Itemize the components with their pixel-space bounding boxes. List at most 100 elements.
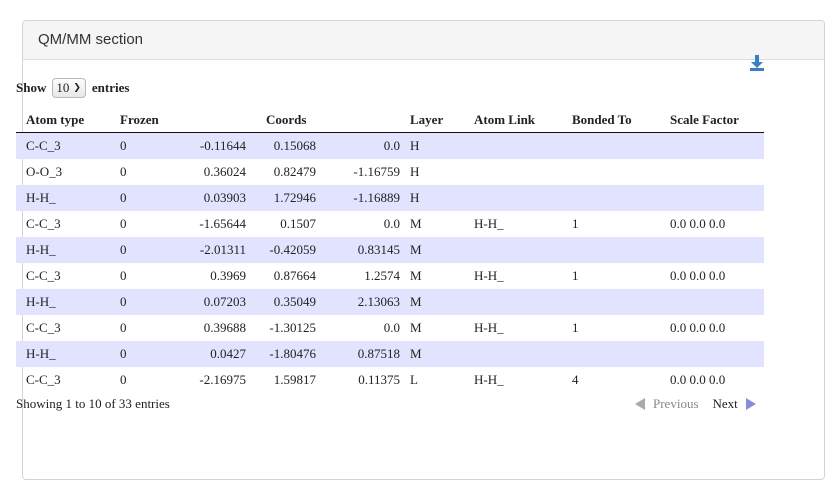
- cell-coord-x: -1.65644: [199, 216, 246, 231]
- cell-coord-y: 0.15068: [246, 132, 316, 159]
- cell-layer: H: [400, 132, 464, 159]
- cell-frozen: 0: [120, 320, 127, 335]
- cell-coord-y: 0.82479: [273, 164, 316, 179]
- cell-atom-link: H-H_: [474, 216, 504, 231]
- column-header-layer[interactable]: Layer: [400, 107, 464, 133]
- cell-frozen: 0: [110, 341, 170, 367]
- cell-bonded-to: [562, 185, 660, 211]
- cell-bonded-to: 1: [572, 320, 579, 335]
- cell-coord-y: 0.35049: [246, 289, 316, 315]
- table-row: C-C_3 0 -1.65644 0.1507 0.0 M H-H_ 1 0.0 0.0 0.0: [16, 211, 764, 237]
- cell-layer: M: [410, 216, 422, 231]
- cell-coord-z: 0.0: [383, 320, 400, 335]
- cell-coord-x: 0.07203: [170, 289, 246, 315]
- cell-coord-x: -0.11644: [170, 132, 246, 159]
- cell-layer: H: [410, 164, 420, 179]
- cell-coord-y: 1.72946: [246, 185, 316, 211]
- cell-atom-type: H-H_: [16, 185, 110, 211]
- column-header-bonded-to[interactable]: Bonded To: [562, 107, 660, 133]
- previous-button[interactable]: Previous: [635, 396, 699, 412]
- cell-coord-z: 0.0: [316, 132, 400, 159]
- column-header-atom-link[interactable]: Atom Link: [464, 107, 562, 133]
- entries-per-page-select[interactable]: 10 ❯: [52, 78, 86, 98]
- cell-coord-z: -1.16759: [353, 164, 400, 179]
- chevron-down-icon: ❯: [73, 83, 81, 93]
- cell-atom-type: C-C_3: [26, 372, 61, 387]
- cell-layer: L: [410, 372, 418, 387]
- table-row: H-H_ 0 0.0427 -1.80476 0.87518 M: [16, 341, 764, 367]
- column-header-coords[interactable]: Coords: [246, 107, 400, 133]
- cell-layer: M: [410, 320, 422, 335]
- panel-title: QM/MM section: [23, 21, 824, 60]
- table-row: H-H_ 0 -2.01311 -0.42059 0.83145 M: [16, 237, 764, 263]
- cell-atom-type: O-O_3: [26, 164, 63, 179]
- cell-atom-link: [464, 237, 562, 263]
- next-label: Next: [712, 396, 738, 411]
- cell-coord-x: 0.03903: [170, 185, 246, 211]
- cell-atom-link: H-H_: [474, 268, 504, 283]
- cell-layer: M: [410, 268, 422, 283]
- cell-scale-factor: 0.0 0.0 0.0: [670, 216, 726, 231]
- cell-coord-y: -0.42059: [246, 237, 316, 263]
- cell-atom-link: H-H_: [474, 372, 504, 387]
- cell-frozen: 0: [120, 372, 127, 387]
- cell-coord-y: -1.30125: [269, 320, 316, 335]
- cell-frozen: 0: [110, 289, 170, 315]
- column-header-scale-factor[interactable]: Scale Factor: [660, 107, 764, 133]
- cell-frozen: 0: [120, 268, 127, 283]
- column-header-frozen[interactable]: Frozen: [110, 107, 170, 133]
- download-icon[interactable]: [750, 55, 764, 71]
- table-row: H-H_ 0 0.07203 0.35049 2.13063 M: [16, 289, 764, 315]
- cell-atom-type: H-H_: [16, 341, 110, 367]
- cell-bonded-to: 4: [572, 372, 579, 387]
- table-row: C-C_3 0 -2.16975 1.59817 0.11375 L H-H_ 4 0.0 0.…: [16, 367, 764, 393]
- cell-coord-x: -2.01311: [170, 237, 246, 263]
- cell-layer: H: [400, 185, 464, 211]
- entries-per-page-value: 10: [56, 80, 70, 95]
- cell-atom-type: C-C_3: [26, 268, 61, 283]
- cell-coord-z: 1.2574: [364, 268, 400, 283]
- cell-frozen: 0: [110, 237, 170, 263]
- cell-coord-x: 0.3969: [210, 268, 246, 283]
- table-row: C-C_3 0 0.3969 0.87664 1.2574 M H-H_ 1 0.0 0.0 0…: [16, 263, 764, 289]
- cell-scale-factor: 0.0 0.0 0.0: [670, 268, 726, 283]
- previous-label: Previous: [653, 396, 699, 411]
- table-header-row: Atom type Frozen Coords Layer Atom Link …: [16, 107, 764, 133]
- cell-scale-factor: [660, 159, 764, 185]
- cell-atom-link: [464, 185, 562, 211]
- table-info: Showing 1 to 10 of 33 entries: [16, 396, 170, 411]
- cell-scale-factor: 0.0 0.0 0.0: [670, 372, 726, 387]
- cell-atom-link: [464, 132, 562, 159]
- length-suffix: entries: [91, 80, 130, 95]
- cell-scale-factor: [660, 341, 764, 367]
- arrow-left-icon: [635, 398, 645, 410]
- cell-frozen: 0: [120, 216, 127, 231]
- cell-bonded-to: 1: [572, 268, 579, 283]
- cell-atom-type: C-C_3: [16, 132, 110, 159]
- cell-coord-x: -2.16975: [199, 372, 246, 387]
- table-row: C-C_3 0 0.39688 -1.30125 0.0 M H-H_ 1 0.0 0.0 0.…: [16, 315, 764, 341]
- cell-coord-z: 0.83145: [316, 237, 400, 263]
- cell-coord-z: 2.13063: [316, 289, 400, 315]
- cell-coord-z: 0.0: [383, 216, 400, 231]
- length-prefix: Show: [16, 80, 47, 95]
- cell-coord-x: 0.0427: [170, 341, 246, 367]
- cell-scale-factor: [660, 185, 764, 211]
- cell-frozen: 0: [110, 132, 170, 159]
- cell-layer: M: [400, 237, 464, 263]
- pagination: Previous Next: [635, 396, 756, 412]
- cell-layer: M: [400, 341, 464, 367]
- cell-atom-link: [464, 289, 562, 315]
- cell-scale-factor: [660, 289, 764, 315]
- cell-atom-link: H-H_: [474, 320, 504, 335]
- cell-coord-x: 0.36024: [203, 164, 246, 179]
- column-header-atom-type[interactable]: Atom type: [16, 107, 110, 133]
- cell-coord-y: -1.80476: [246, 341, 316, 367]
- cell-coord-y: 0.87664: [273, 268, 316, 283]
- cell-coord-z: -1.16889: [316, 185, 400, 211]
- next-button[interactable]: Next: [713, 396, 756, 412]
- cell-coord-y: 1.59817: [273, 372, 316, 387]
- arrow-right-icon: [745, 398, 756, 410]
- cell-atom-type: C-C_3: [26, 216, 61, 231]
- cell-coord-x: 0.39688: [203, 320, 246, 335]
